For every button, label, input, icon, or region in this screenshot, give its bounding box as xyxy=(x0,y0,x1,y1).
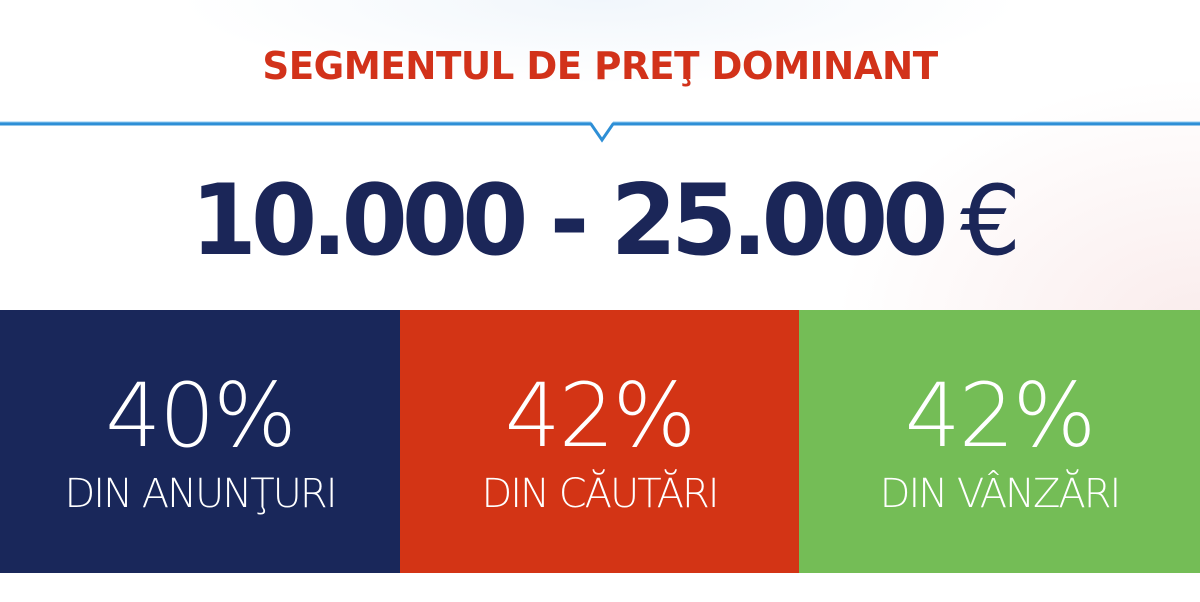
stat-label: DIN ANUNŢURI xyxy=(64,471,337,517)
stat-value: 42% xyxy=(904,364,1097,467)
stat-sales: 42% DIN VÂNZĂRI xyxy=(799,310,1200,573)
stat-value: 42% xyxy=(504,364,697,467)
price-range-value: 10.000 - 25.000 xyxy=(190,164,948,278)
page-title: SEGMENTUL DE PREŢ DOMINANT xyxy=(262,44,938,88)
euro-icon: € xyxy=(960,165,1022,277)
divider-line-with-notch xyxy=(0,121,1200,143)
stat-value: 40% xyxy=(105,364,297,467)
stat-label: DIN VÂNZĂRI xyxy=(879,471,1122,517)
stat-searches: 42% DIN CĂUTĂRI xyxy=(400,310,799,573)
stat-listings: 40% DIN ANUNŢURI xyxy=(0,310,400,573)
price-range: 10.000 - 25.000 € xyxy=(0,166,1200,305)
stats-row: 40% DIN ANUNŢURI 42% DIN CĂUTĂRI 42% DIN… xyxy=(0,310,1200,573)
stat-label: DIN CĂUTĂRI xyxy=(481,471,719,517)
